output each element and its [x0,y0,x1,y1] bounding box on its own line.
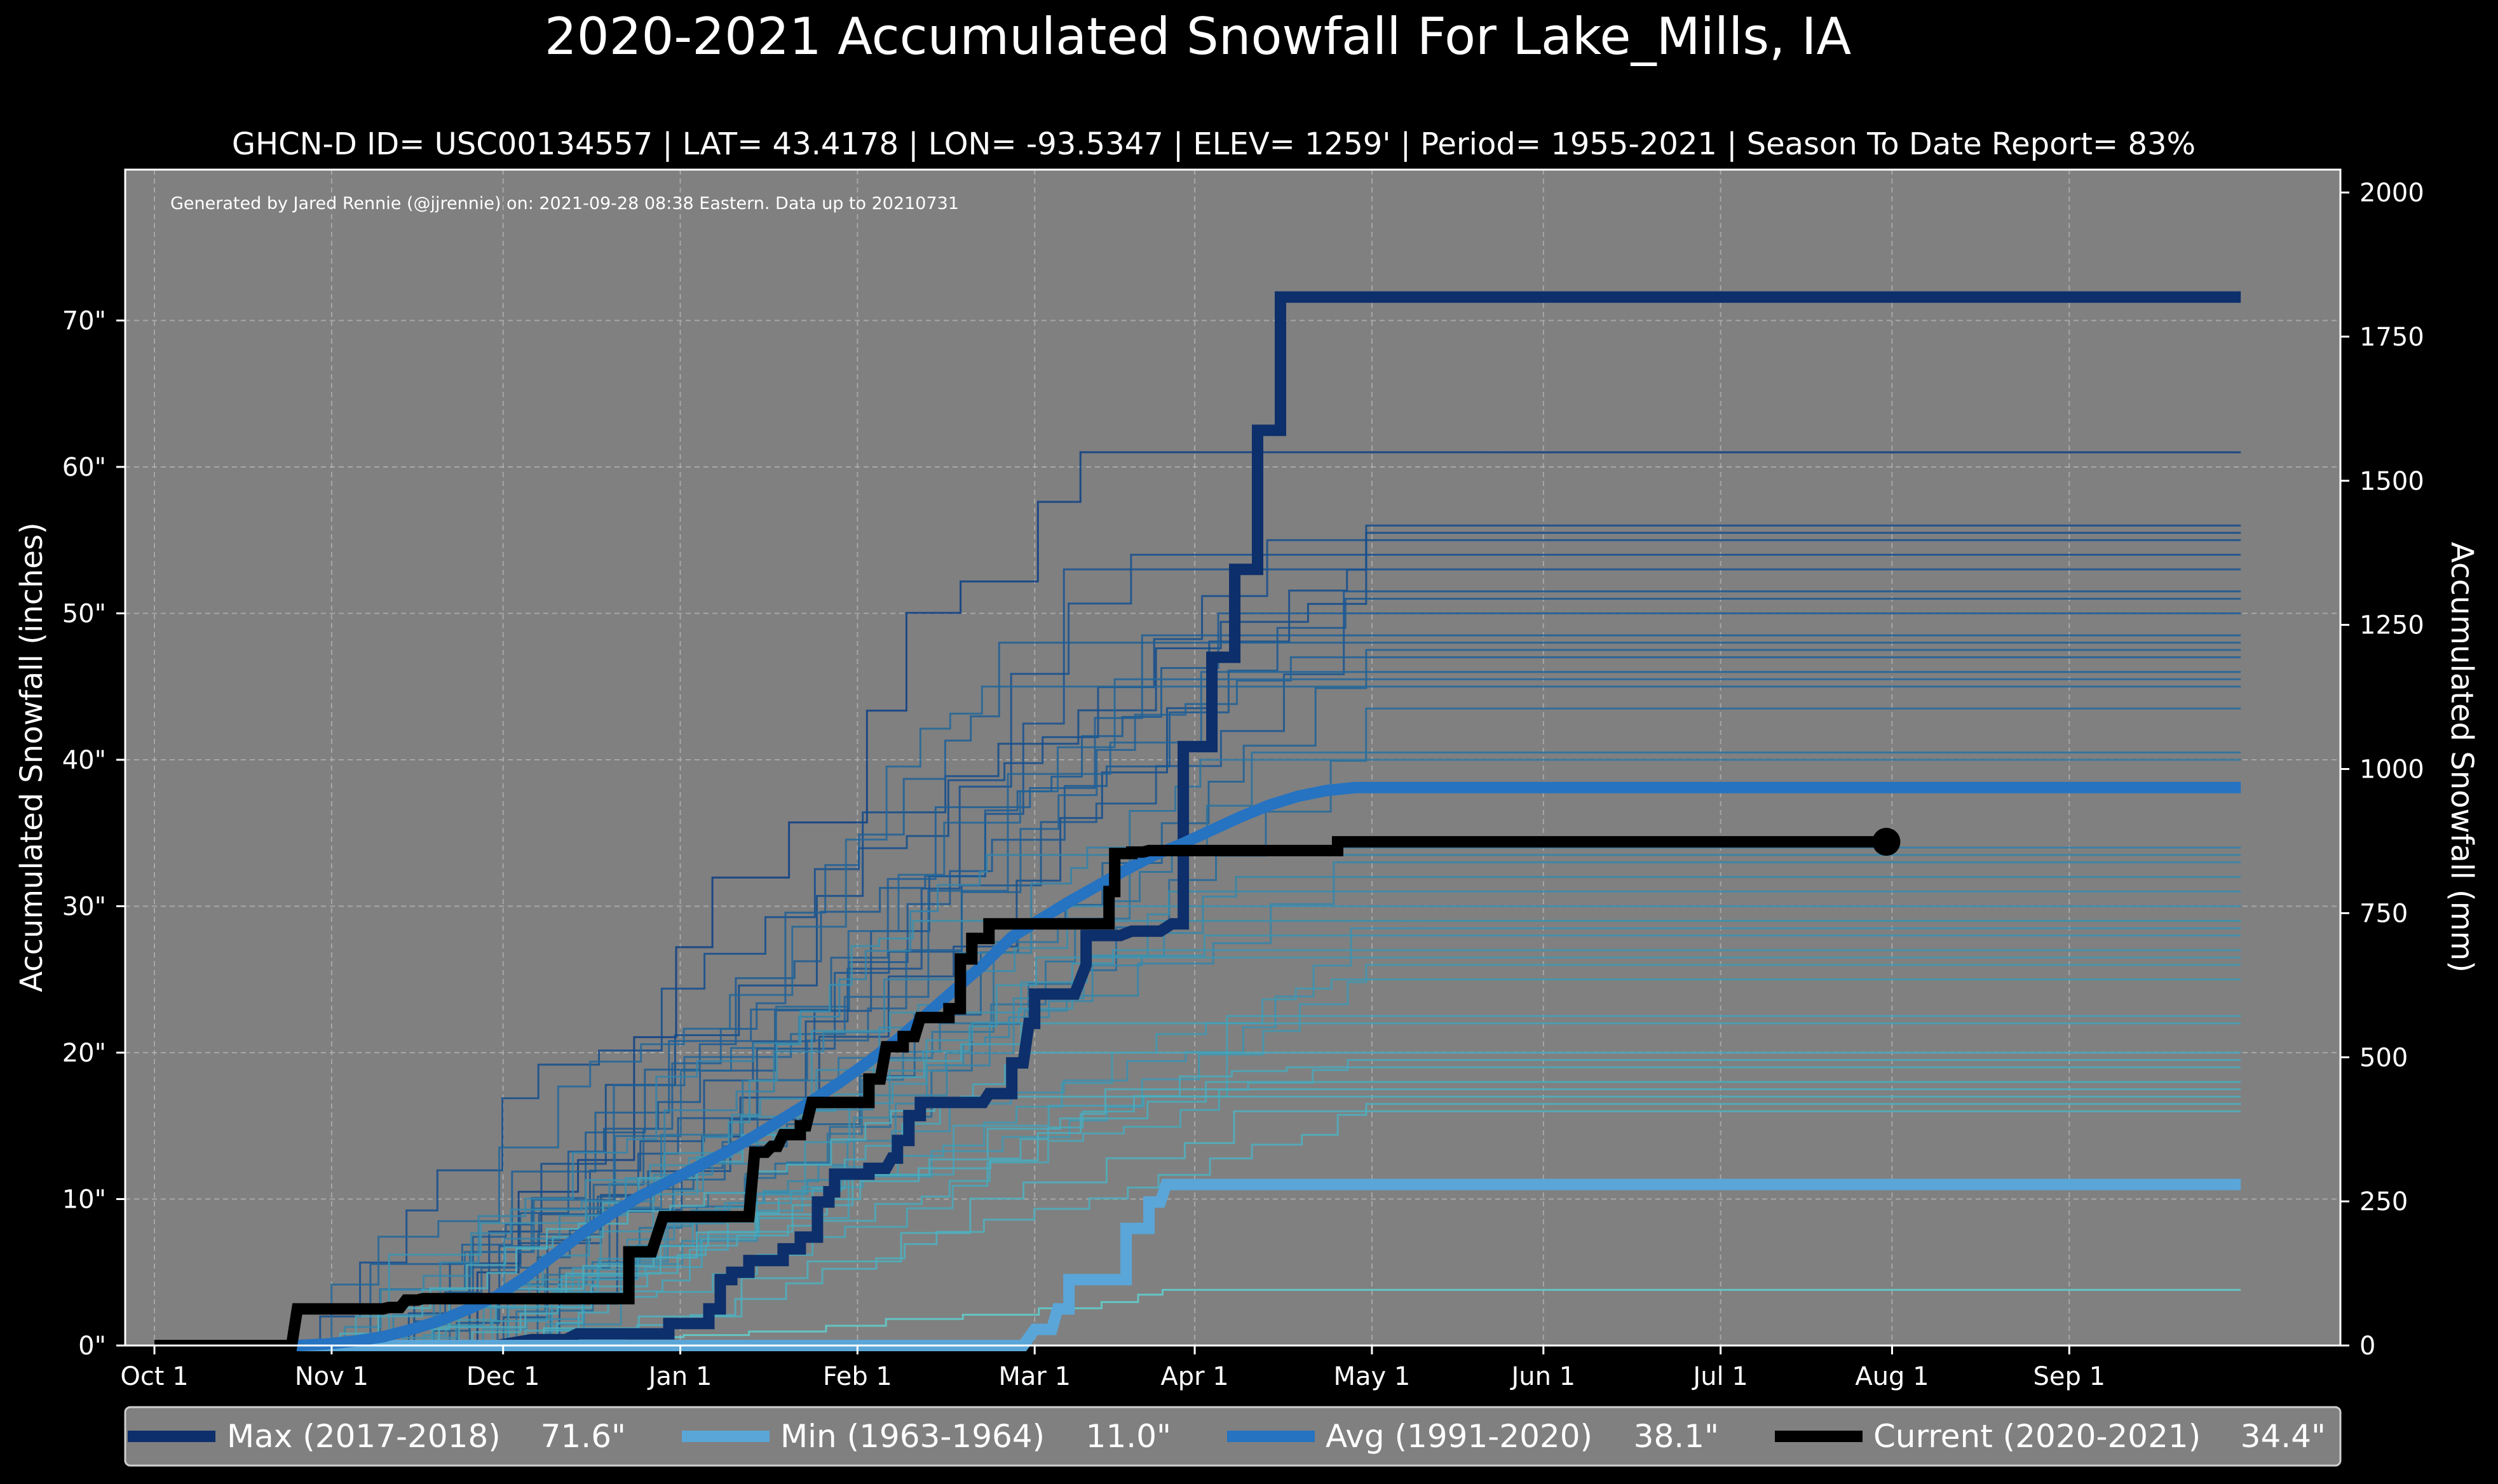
historical-season-line-40 [154,1103,2241,1347]
historical-season-line-17 [154,752,2241,1347]
x-tick-label-4: Feb 1 [823,1362,892,1391]
historical-season-line-9 [154,634,2241,1347]
x-tick-label-11: Sep 1 [2033,1362,2106,1391]
x-tick-label-5: Mar 1 [998,1362,1071,1391]
x-axis-ticks: Oct 1 Nov 1 Dec 1 Jan 1 Feb 1 Mar 1 Apr 1 May 1… [120,1346,2105,1391]
series-line-avg [154,781,2241,1351]
historical-season-line-12 [154,656,2241,1347]
y2-tick-label-2: 500 [2359,1043,2408,1072]
legend-value-max: 71.6" [541,1418,626,1455]
y-axis-ticks: 0" 10" 20" 30" 40" 50" 60" 70" [62,307,125,1361]
y-tick-label-6: 60" [62,453,106,482]
historical-season-line-10 [154,642,2241,1347]
series-line-max [154,291,2241,1351]
x-tick-label-9: Jul 1 [1691,1362,1748,1391]
series-line-current [154,836,1887,1351]
y-tick-label-0: 0" [78,1332,106,1361]
legend-value-avg: 38.1" [1634,1418,1719,1455]
plot-area [124,168,2342,1351]
series-line-min [154,1178,2241,1351]
chart-title: 2020-2021 Accumulated Snowfall For Lake_… [545,7,1852,66]
x-tick-label-3: Jan 1 [647,1362,712,1391]
y2-tick-label-4: 1000 [2359,755,2424,785]
credit-text: Generated by Jared Rennie (@jjrennie) on… [170,194,959,213]
historical-season-line-20 [154,854,2241,1347]
legend-label-max: Max (2017-2018) [227,1418,501,1455]
current-endpoint-marker [1872,828,1901,856]
y-tick-label-1: 10" [62,1185,106,1215]
plot-frame [124,168,2342,1347]
x-tick-label-7: May 1 [1334,1362,1411,1391]
historical-season-line-37 [154,1081,2241,1347]
y2-tick-label-8: 2000 [2359,179,2424,208]
historical-season-line-36 [154,1066,2241,1347]
y2-tick-label-1: 250 [2359,1187,2408,1217]
historical-season-line-19 [154,846,2241,1347]
x-tick-label-2: Dec 1 [466,1362,540,1391]
y2-tick-label-5: 1250 [2359,611,2424,640]
x-tick-label-0: Oct 1 [120,1362,188,1391]
y2-tick-label-6: 1500 [2359,467,2424,496]
y2-tick-label-7: 1750 [2359,323,2424,352]
x-tick-label-10: Aug 1 [1855,1362,1929,1391]
y-tick-label-4: 40" [62,746,106,775]
legend-label-current: Current (2020-2021) [1873,1418,2201,1455]
plot-background [125,170,2340,1346]
historical-season-line-33 [154,1022,2241,1347]
y-tick-label-2: 20" [62,1039,106,1068]
legend: Max (2017-2018) 71.6" Min (1963-1964) 11… [124,1406,2342,1467]
historical-season-line-15 [154,685,2241,1347]
x-tick-label-6: Apr 1 [1160,1362,1228,1391]
y-axis-label: Accumulated Snowfall (inches) [14,522,50,992]
y2-axis-ticks: 0 250 500 750 1000 1250 1500 1750 2000 [2340,179,2424,1361]
legend-value-current: 34.4" [2241,1418,2326,1455]
y2-tick-label-3: 750 [2359,899,2408,928]
y-tick-label-5: 50" [62,600,106,629]
historical-season-lines [154,451,2241,1347]
x-tick-label-1: Nov 1 [295,1362,369,1391]
y-tick-label-3: 30" [62,893,106,922]
legend-label-min: Min (1963-1964) [780,1418,1045,1455]
legend-value-min: 11.0" [1086,1418,1171,1455]
x-tick-label-8: Jun 1 [1509,1362,1575,1391]
highlight-series [154,291,2241,1351]
y2-tick-label-0: 0 [2359,1332,2375,1361]
chart-subtitle: GHCN-D ID= USC00134557 | LAT= 43.4178 | … [232,126,2196,162]
y2-axis-label: Accumulated Snowfall (mm) [2444,542,2480,973]
y-tick-label-7: 70" [62,307,106,336]
historical-season-line-11 [154,649,2241,1347]
legend-label-avg: Avg (1991-2020) [1326,1418,1592,1455]
